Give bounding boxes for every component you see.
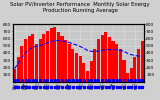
Bar <box>97 39 100 82</box>
Bar <box>49 28 53 82</box>
Bar <box>24 39 27 82</box>
Bar <box>46 31 49 82</box>
Bar <box>13 69 16 82</box>
Bar <box>75 53 78 82</box>
Bar <box>68 44 71 82</box>
Bar <box>71 49 75 82</box>
Bar <box>115 44 118 82</box>
Bar <box>119 49 122 82</box>
Bar <box>82 63 85 82</box>
Bar <box>100 35 104 82</box>
Bar <box>126 73 129 82</box>
Bar <box>79 56 82 82</box>
Bar <box>86 71 89 82</box>
Bar <box>130 68 133 82</box>
Bar <box>28 36 31 82</box>
Bar <box>42 34 45 82</box>
Bar <box>90 61 93 82</box>
Bar <box>133 57 136 82</box>
Bar <box>20 46 24 82</box>
Text: Solar PV/Inverter Performance  Monthly Solar Energy Production Running Average: Solar PV/Inverter Performance Monthly So… <box>10 2 150 13</box>
Bar <box>93 49 96 82</box>
Bar <box>64 40 67 82</box>
Bar <box>57 32 60 82</box>
Bar <box>122 60 125 82</box>
Bar <box>112 41 115 82</box>
Bar <box>60 36 64 82</box>
Bar <box>141 41 144 82</box>
Bar <box>137 49 140 82</box>
Bar <box>108 37 111 82</box>
Bar <box>17 57 20 82</box>
Bar <box>35 44 38 82</box>
Bar <box>104 32 107 82</box>
Bar <box>31 34 34 82</box>
Bar <box>53 27 56 82</box>
Bar <box>39 39 42 82</box>
